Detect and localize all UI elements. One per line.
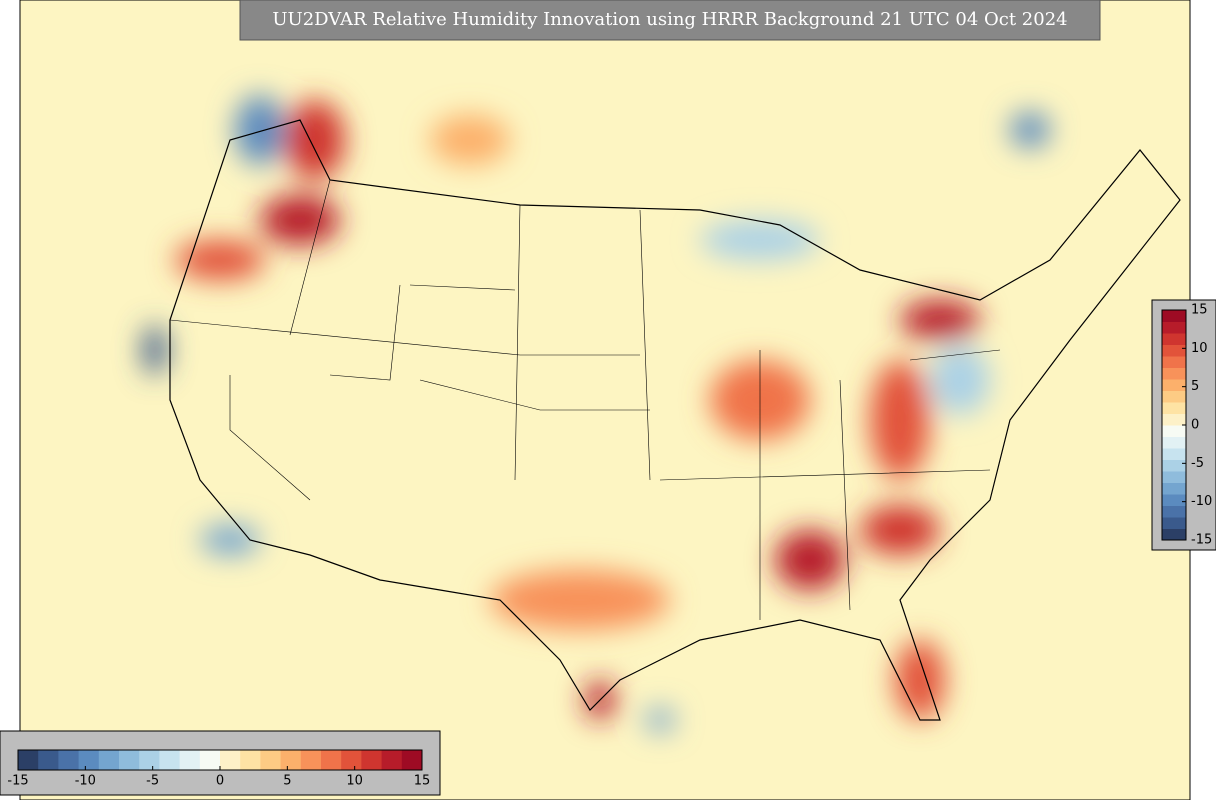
colorbar-swatch — [1162, 402, 1186, 414]
colorbar-swatch — [1162, 471, 1186, 483]
colorbar-swatch — [1162, 344, 1186, 357]
colorbar-swatch — [38, 750, 59, 770]
colorbar-swatch — [1162, 436, 1186, 449]
colorbar-swatch — [1162, 448, 1186, 460]
colorbar-swatch — [1162, 321, 1186, 334]
colorbar-swatch — [98, 750, 120, 770]
tick-label: 0 — [1191, 418, 1199, 433]
tick-label: 15 — [414, 774, 431, 789]
tick-label: -10 — [75, 774, 96, 789]
tick-label: 15 — [1191, 303, 1208, 318]
colorbar-swatch — [1162, 367, 1186, 380]
colorbar-swatch — [1162, 413, 1186, 426]
colorbar-swatch — [1162, 482, 1186, 495]
colorbar-swatch — [300, 750, 322, 770]
tick-label: 0 — [216, 774, 224, 789]
colorbar-swatch — [18, 750, 39, 770]
tick-label: -15 — [7, 774, 28, 789]
tick-label: 5 — [283, 774, 291, 789]
colorbar-swatch — [1162, 528, 1186, 541]
map-background — [19, 0, 1191, 801]
colorbar-swatch — [139, 750, 160, 770]
colorbar-swatch — [78, 750, 100, 770]
tick-label: -5 — [1191, 456, 1204, 471]
colorbar-swatch — [1162, 494, 1186, 506]
tick-label: -5 — [146, 774, 159, 789]
colorbar-swatch — [240, 750, 261, 770]
tick-label: -15 — [1191, 533, 1212, 548]
colorbar-swatch — [199, 750, 221, 770]
colorbar-swatch — [1162, 356, 1186, 368]
colorbar-swatch — [1162, 390, 1186, 403]
colorbar-swatch — [58, 750, 80, 770]
colorbar-swatch — [159, 750, 181, 770]
tick-label: -10 — [1191, 494, 1212, 509]
colorbar-swatch — [1162, 425, 1186, 437]
colorbar-swatch — [179, 750, 201, 770]
colorbar-swatch — [341, 750, 362, 770]
title-box — [239, 0, 1101, 41]
map-title: UU2DVAR Relative Humidity Innovation usi… — [272, 9, 1067, 30]
colorbar-swatch — [1162, 379, 1186, 391]
coastline — [169, 119, 1181, 721]
colorbar-swatch — [260, 750, 282, 770]
state-borders — [169, 179, 1001, 620]
tick-label: 5 — [1191, 379, 1199, 394]
colorbar-swatch — [361, 750, 383, 770]
colorbar-swatch — [119, 750, 140, 770]
colorbar-swatch — [1162, 517, 1186, 529]
colorbar-swatch — [280, 750, 302, 770]
colorbar-swatch — [401, 750, 423, 770]
innovation-field — [143, 95, 1050, 732]
tick-label: 10 — [346, 774, 363, 789]
colorbar-swatch — [220, 750, 241, 770]
colorbar-swatch — [321, 750, 342, 770]
colorbar-swatch — [381, 750, 403, 770]
colorbar-swatch — [1162, 333, 1186, 345]
colorbar-swatch — [1162, 310, 1186, 322]
colorbar-swatch — [1162, 459, 1186, 472]
tick-label: 10 — [1191, 341, 1208, 356]
colorbar-swatch — [1162, 505, 1186, 518]
